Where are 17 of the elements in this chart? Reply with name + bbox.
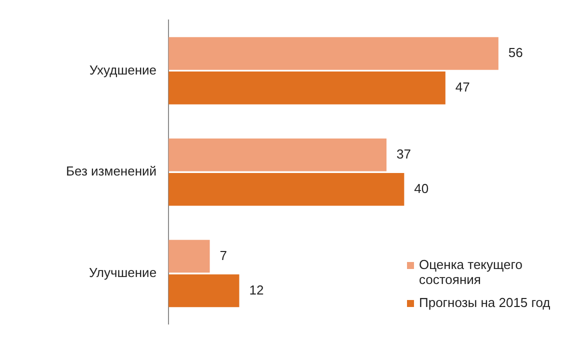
y-tick-label: Улучшение xyxy=(88,265,157,280)
legend-label: Прогнозы на 2015 год xyxy=(419,295,552,310)
data-label: 12 xyxy=(249,282,264,298)
bar xyxy=(168,138,387,172)
y-tick-label: Без изменений xyxy=(66,164,157,179)
bar xyxy=(168,72,446,104)
bar xyxy=(168,172,404,206)
data-label: 37 xyxy=(396,146,411,162)
bar xyxy=(168,37,498,70)
data-label: 56 xyxy=(508,45,523,60)
bar xyxy=(168,274,240,308)
legend-label: Оценка текущего состояния xyxy=(419,257,524,287)
y-tick-label: Ухудшение xyxy=(89,62,157,78)
bar xyxy=(168,240,210,273)
data-label: 7 xyxy=(220,248,228,263)
data-label: 40 xyxy=(414,180,429,196)
data-label: 47 xyxy=(455,80,470,95)
